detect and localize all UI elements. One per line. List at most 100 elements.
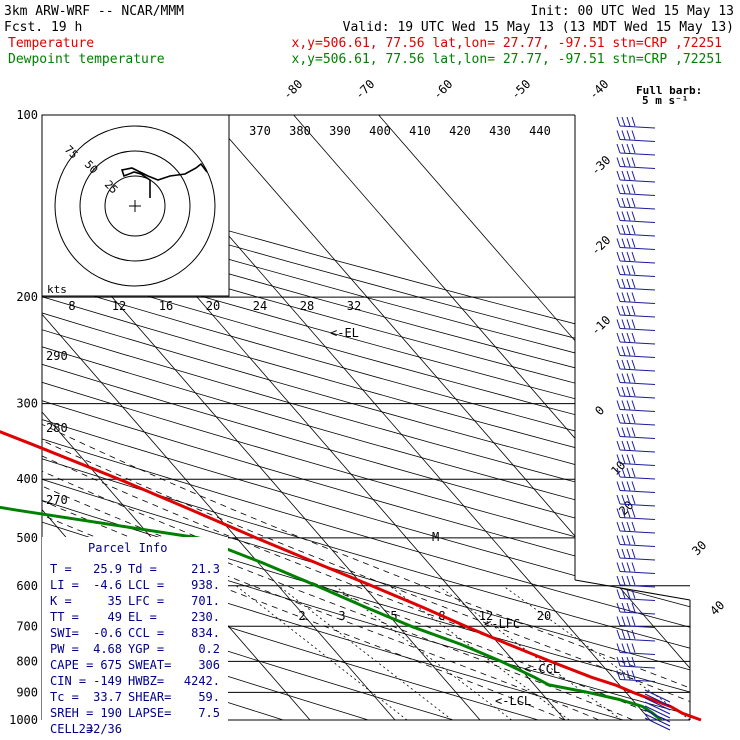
parcel-info-cell: 701. — [191, 594, 220, 608]
wind-barb-flag — [621, 184, 626, 194]
wind-barb — [619, 544, 656, 547]
wind-barb-flag — [631, 292, 636, 302]
level-annotation: <-LCL — [495, 694, 531, 708]
wind-barb-flag — [626, 454, 631, 464]
theta-label: 420 — [449, 124, 471, 138]
wind-barb — [619, 449, 656, 453]
wind-barb-flag — [616, 319, 621, 329]
isotherm-label: -20 — [588, 233, 613, 258]
wind-barb-flag — [621, 535, 626, 545]
mixing-ratio-label: 5 — [390, 609, 397, 623]
wind-barb-flag — [626, 616, 631, 626]
isotherm-label: -60 — [430, 77, 455, 102]
wind-barb-flag — [626, 197, 631, 208]
pressure-tick-label: 700 — [16, 619, 38, 633]
mixing-ratio-label: 2 — [298, 609, 305, 623]
parcel-info-cell: 35 — [108, 594, 122, 608]
wind-barb — [644, 709, 671, 723]
parcel-info-cell: CELL = — [50, 722, 93, 736]
dry-adiabat — [42, 115, 690, 720]
wind-barb — [619, 260, 656, 264]
wind-barb — [619, 274, 656, 277]
wind-barb-flag — [631, 346, 636, 356]
wind-barb-flag — [631, 521, 636, 532]
wind-barb-flag — [616, 602, 621, 613]
wind-barb-flag — [626, 130, 631, 140]
wind-barb-flag — [616, 143, 621, 154]
wind-barb — [619, 341, 656, 345]
wind-barb-flag — [631, 211, 636, 221]
wind-barb-flag — [616, 481, 621, 491]
wind-barb-flag — [616, 292, 621, 302]
wind-barb — [619, 652, 656, 655]
wind-barb-flag — [616, 170, 621, 181]
theta-label: 290 — [46, 349, 68, 363]
wind-barb-flag — [631, 602, 636, 613]
wind-barb — [619, 206, 656, 210]
parcel-info-cell: 4242. — [184, 674, 220, 688]
wind-barb-flag — [616, 305, 621, 316]
temperature-legend: Temperature — [8, 36, 94, 51]
wind-barb-flag — [631, 656, 636, 667]
wind-barb-flag — [621, 440, 626, 451]
parcel-info-cell: T = — [50, 562, 72, 576]
wind-barb-flag — [621, 157, 626, 167]
wind-barb — [644, 689, 671, 703]
wind-barb-flag — [631, 332, 636, 343]
wind-barb — [619, 517, 656, 520]
moist-adiabat — [42, 296, 596, 720]
wind-barb-flag — [626, 494, 631, 505]
wind-barb — [619, 139, 656, 142]
dry-adiabat — [42, 115, 690, 720]
wind-barb-flag — [621, 292, 626, 302]
wind-barb-flag — [626, 292, 631, 302]
wind-barb — [619, 301, 656, 304]
parcel-info-cell: 938. — [191, 578, 220, 592]
theta-label: 390 — [329, 124, 351, 138]
wind-barb-flag — [616, 575, 621, 586]
wind-barb-flag — [626, 589, 631, 599]
hodograph-speed-label: 12 — [112, 299, 126, 313]
wind-barb-flag — [616, 535, 621, 545]
wind-barb-flag — [626, 332, 631, 343]
wind-barb — [619, 503, 656, 507]
wind-barb-flag — [616, 656, 621, 667]
parcel-info-cell: LAPSE= — [128, 706, 171, 720]
parcel-info-cell: 21.3 — [191, 562, 220, 576]
wind-barb-flag — [621, 602, 626, 613]
wind-barb-flag — [616, 224, 621, 235]
wind-barb-flag — [621, 521, 626, 532]
wind-barb-flag — [621, 562, 626, 572]
wind-barb-flag — [621, 400, 626, 410]
wind-barb-flag — [626, 508, 631, 518]
isotherm-label: -40 — [586, 77, 611, 102]
wind-barb-flag — [621, 116, 626, 127]
parcel-info-cell: CAPE = — [50, 658, 93, 672]
pressure-tick-label: 100 — [16, 108, 38, 122]
isotherm-label: 0 — [592, 403, 607, 418]
wind-barb-flag — [626, 521, 631, 532]
wind-barb-flag — [626, 170, 631, 181]
wind-barb-flag — [626, 643, 631, 653]
hodograph-speed-label: 8 — [68, 299, 75, 313]
wind-barb-flag — [626, 373, 631, 383]
wind-barb — [619, 287, 656, 291]
wind-barb-flag — [616, 346, 621, 356]
wind-barb-flag — [631, 481, 636, 491]
dry-adiabat — [42, 115, 690, 720]
wind-barb-flag — [631, 562, 636, 572]
parcel-info-cell: PW = — [50, 642, 79, 656]
wind-barb — [619, 152, 656, 156]
isotherm-label: -50 — [508, 77, 533, 102]
isotherm — [42, 115, 407, 720]
wind-barb-flag — [631, 494, 636, 505]
wind-barb-flag — [626, 224, 631, 235]
wind-barb-flag — [626, 278, 631, 289]
parcel-info-cell: 0.2 — [198, 642, 220, 656]
wind-barb — [619, 463, 656, 466]
wind-barb-flag — [621, 508, 626, 518]
wind-barb-flag — [626, 143, 631, 154]
wind-barb-flag — [626, 467, 631, 478]
wind-barb-flag — [626, 548, 631, 559]
isotherm-label: 30 — [689, 538, 709, 558]
